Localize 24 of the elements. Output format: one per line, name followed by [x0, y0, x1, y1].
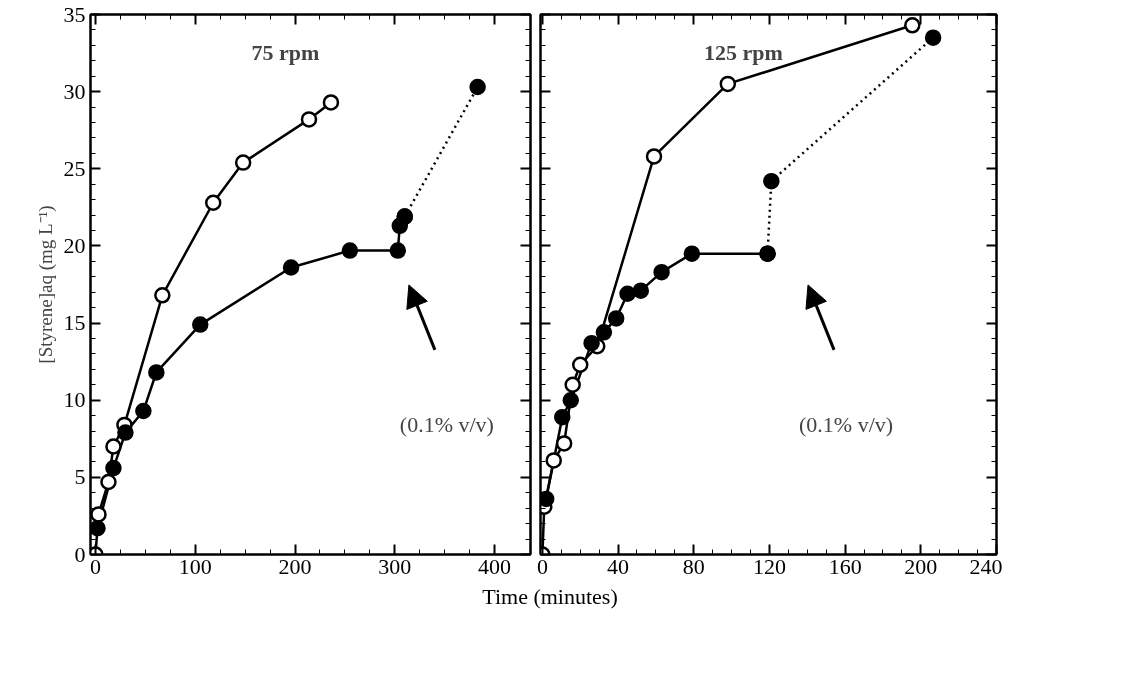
y-tick-label: 25 [63, 155, 86, 181]
y-tick-label: 30 [63, 78, 86, 104]
y-tick-label: 20 [63, 232, 86, 258]
x-tick-label: 40 [607, 553, 630, 579]
text: 125 rpm [704, 39, 783, 65]
y-tick-label: 10 [63, 387, 86, 413]
y-tick-label: 15 [63, 310, 86, 336]
x-tick-label: 100 [178, 553, 212, 579]
text: 75 rpm [251, 39, 320, 65]
x-tick-label: 160 [828, 553, 862, 579]
x-tick-label: 120 [752, 553, 786, 579]
annotation: (0.1% v/v) [399, 412, 494, 438]
x-tick-label: 80 [682, 553, 705, 579]
y-tick-label: 35 [63, 1, 86, 27]
x-tick-label: 240 [969, 553, 1003, 579]
x-tick-label: 300 [378, 553, 412, 579]
x-tick-label: 200 [278, 553, 312, 579]
x-axis-title: Time (minutes) [482, 583, 618, 611]
x-tick-label: 200 [904, 553, 938, 579]
x-tick-label: 0 [536, 553, 548, 579]
y-axis-title: [Styrene]aq (mg L⁻¹) [34, 205, 57, 364]
x-tick-label: 400 [478, 553, 512, 579]
y-tick-label: 5 [74, 464, 86, 490]
annotation: (0.1% v/v) [798, 412, 894, 438]
